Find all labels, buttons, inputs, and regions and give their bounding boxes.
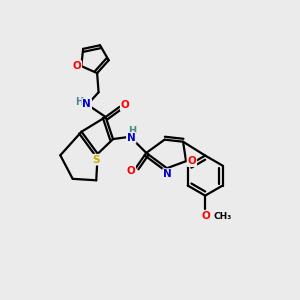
Text: O: O xyxy=(126,166,135,176)
Text: O: O xyxy=(121,100,130,110)
Text: N: N xyxy=(127,133,136,143)
Text: O: O xyxy=(73,61,81,71)
Text: O: O xyxy=(188,156,196,166)
Text: N: N xyxy=(163,169,172,179)
Text: O: O xyxy=(201,211,210,221)
Text: CH₃: CH₃ xyxy=(213,212,232,221)
Text: H: H xyxy=(75,97,83,107)
Text: N: N xyxy=(82,99,91,109)
Text: H: H xyxy=(128,126,136,136)
Text: S: S xyxy=(92,155,100,165)
